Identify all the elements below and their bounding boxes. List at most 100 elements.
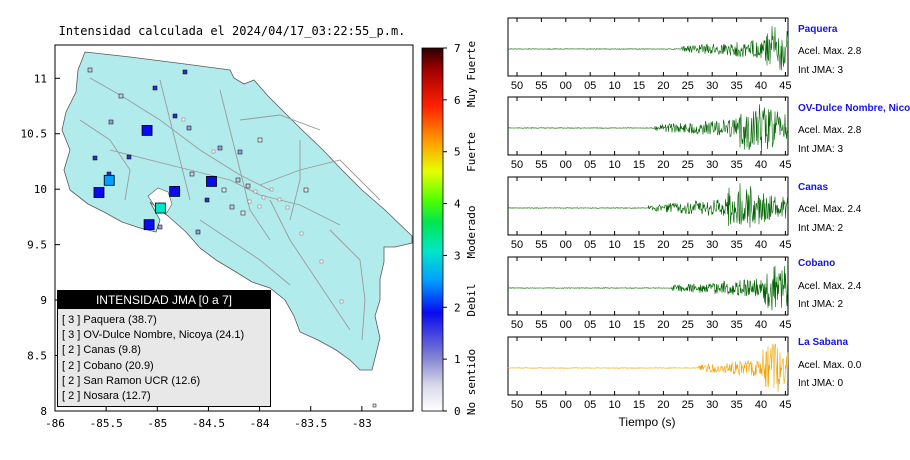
map-y-tick-label: 11 bbox=[34, 72, 47, 85]
waveform-tick-label: 10 bbox=[608, 239, 620, 251]
waveform-panel: 50 55 00 05 10 15 20 25 30 35 40 45 bbox=[507, 176, 792, 251]
waveform-frame bbox=[507, 176, 789, 236]
station-jma-paquera: Int JMA: 3 bbox=[798, 65, 844, 76]
colorbar-ramp bbox=[421, 47, 444, 412]
waveform-tick-label: 50 bbox=[511, 239, 523, 251]
station-acel-canas: Acel. Max. 2.4 bbox=[798, 204, 862, 215]
waveform-tick-label: 55 bbox=[535, 239, 547, 251]
waveform-tick-label: 55 bbox=[535, 399, 547, 411]
station-acel-cobano: Acel. Max. 2.4 bbox=[798, 281, 862, 292]
waveform-tick-label: 55 bbox=[535, 319, 547, 331]
small-stations bbox=[87, 67, 377, 408]
waveform-tick-label: 50 bbox=[511, 319, 523, 331]
colorbar-label-muy-fuerte: Muy Fuerte bbox=[465, 41, 478, 107]
station-name-cobano: Cobano bbox=[798, 258, 836, 269]
waveform-tick-label: 35 bbox=[730, 239, 742, 251]
waveform-panel: 50 55 00 05 10 15 20 25 30 35 40 45 bbox=[507, 256, 792, 331]
waveform-tick-label: 20 bbox=[657, 239, 669, 251]
map-y-tick-label: 8.5 bbox=[27, 350, 47, 363]
station-jma-la-sabana: Int JMA: 0 bbox=[798, 378, 844, 389]
waveform-tick-label: 10 bbox=[608, 399, 620, 411]
station-name-dulce-nombre: OV-Dulce Nombre, Nicoya bbox=[798, 103, 910, 114]
waveform-tick-label: 45 bbox=[779, 399, 791, 411]
waveform-tick-label: 25 bbox=[682, 399, 694, 411]
waveform-trace bbox=[507, 104, 789, 152]
waveform-tick-label: 25 bbox=[682, 319, 694, 331]
station-acel-la-sabana: Acel. Max. 0.0 bbox=[798, 360, 862, 371]
station-name-canas: Canas bbox=[798, 182, 829, 193]
waveform-tick-label: 20 bbox=[657, 319, 669, 331]
waveform-tick-label: 30 bbox=[706, 159, 718, 171]
waveform-tick-label: 35 bbox=[730, 399, 742, 411]
waveform-tick-label: 55 bbox=[535, 159, 547, 171]
station-marker bbox=[141, 125, 153, 136]
waveform-tick-label: 15 bbox=[633, 80, 645, 92]
town-markers bbox=[181, 117, 344, 304]
waveform-trace bbox=[507, 183, 789, 228]
intensity-colorbar: 0 1 2 3 4 5 6 7 No sentido Debil Moderado Fuert… bbox=[421, 41, 478, 418]
map-y-tick-label: 9.5 bbox=[27, 239, 47, 252]
waveform-tick-label: 30 bbox=[706, 399, 718, 411]
waveform-tick-label: 35 bbox=[730, 319, 742, 331]
colorbar-label-fuerte: Fuerte bbox=[465, 132, 478, 172]
colorbar-ticks: 0 1 2 3 4 5 6 7 bbox=[443, 42, 461, 418]
colorbar-tick-label: 4 bbox=[454, 198, 461, 211]
waveform-frame bbox=[507, 256, 789, 316]
waveform-tick-label: 25 bbox=[682, 239, 694, 251]
waveform-tick-label: 10 bbox=[608, 159, 620, 171]
waveform-tick-label: 00 bbox=[560, 80, 572, 92]
legend-title: INTENSIDAD JMA [0 a 7] bbox=[58, 291, 270, 309]
map-y-tick-label: 10 bbox=[34, 183, 47, 196]
station-marker bbox=[154, 202, 166, 214]
legend-item: [ 2 ] Cobano (20.9) bbox=[62, 359, 154, 372]
legend-item: [ 3 ] OV-Dulce Nombre, Nicoya (24.1) bbox=[62, 329, 245, 342]
waveform-tick-label: 45 bbox=[779, 159, 791, 171]
waveform-tick-label: 15 bbox=[633, 159, 645, 171]
waveform-tick-label: 45 bbox=[779, 319, 791, 331]
map-y-tick-label: 9 bbox=[40, 294, 47, 307]
waveform-tick-label: 40 bbox=[755, 399, 767, 411]
station-name-paquera: Paquera bbox=[798, 24, 838, 35]
waveform-trace bbox=[507, 343, 789, 393]
waveform-trace bbox=[507, 26, 789, 71]
colorbar-tick-label: 0 bbox=[454, 405, 461, 418]
waveform-tick-label: 55 bbox=[535, 80, 547, 92]
station-marker bbox=[169, 185, 181, 197]
station-jma-cobano: Int JMA: 2 bbox=[798, 299, 844, 310]
legend-item: [ 2 ] Nosara (12.7) bbox=[62, 390, 151, 403]
colorbar-label-no-sentido: No sentido bbox=[465, 349, 478, 415]
map-x-tick-label: -83 bbox=[352, 417, 372, 430]
waveform-tick-label: 50 bbox=[511, 399, 523, 411]
waveform-tick-label: 35 bbox=[730, 80, 742, 92]
colorbar-label-moderado: Moderado bbox=[465, 206, 478, 259]
waveform-trace bbox=[507, 265, 789, 311]
waveform-tick-label: 40 bbox=[755, 159, 767, 171]
waveform-tick-label: 35 bbox=[730, 159, 742, 171]
intensity-legend: INTENSIDAD JMA [0 a 7] [ 3 ] Paquera (38… bbox=[57, 290, 271, 407]
waveform-tick-label: 25 bbox=[682, 80, 694, 92]
station-acel-dulce-nombre: Acel. Max. 2.8 bbox=[798, 125, 862, 136]
legend-item: [ 2 ] Canas (9.8) bbox=[62, 344, 141, 357]
waveform-panel: 50 55 00 05 10 15 20 25 30 35 40 45 bbox=[507, 96, 792, 171]
station-marker bbox=[103, 174, 115, 186]
map-x-tick-label: -84 bbox=[250, 417, 270, 430]
waveform-tick-label: 00 bbox=[560, 239, 572, 251]
waveform-panel: 50 55 00 05 10 15 20 25 30 35 40 45 bbox=[507, 17, 792, 92]
waveform-tick-label: 00 bbox=[560, 399, 572, 411]
colorbar-label-debil: Debil bbox=[465, 283, 478, 316]
waveform-tick-label: 40 bbox=[755, 80, 767, 92]
waveform-tick-label: 10 bbox=[608, 319, 620, 331]
colorbar-tick-label: 6 bbox=[454, 94, 461, 107]
waveform-tick-label: 05 bbox=[584, 239, 596, 251]
waveform-tick-label: 50 bbox=[511, 159, 523, 171]
colorbar-tick-label: 5 bbox=[454, 146, 461, 159]
waveform-tick-label: 50 bbox=[511, 80, 523, 92]
waveform-tick-label: 05 bbox=[584, 319, 596, 331]
station-jma-canas: Int JMA: 2 bbox=[798, 223, 844, 234]
map-y-tick-label: 10.5 bbox=[21, 128, 48, 141]
waveform-tick-label: 40 bbox=[755, 239, 767, 251]
waveform-tick-label: 00 bbox=[560, 319, 572, 331]
legend-item: [ 3 ] Paquera (38.7) bbox=[62, 314, 157, 326]
map-x-tick-label: -83.5 bbox=[294, 417, 327, 430]
